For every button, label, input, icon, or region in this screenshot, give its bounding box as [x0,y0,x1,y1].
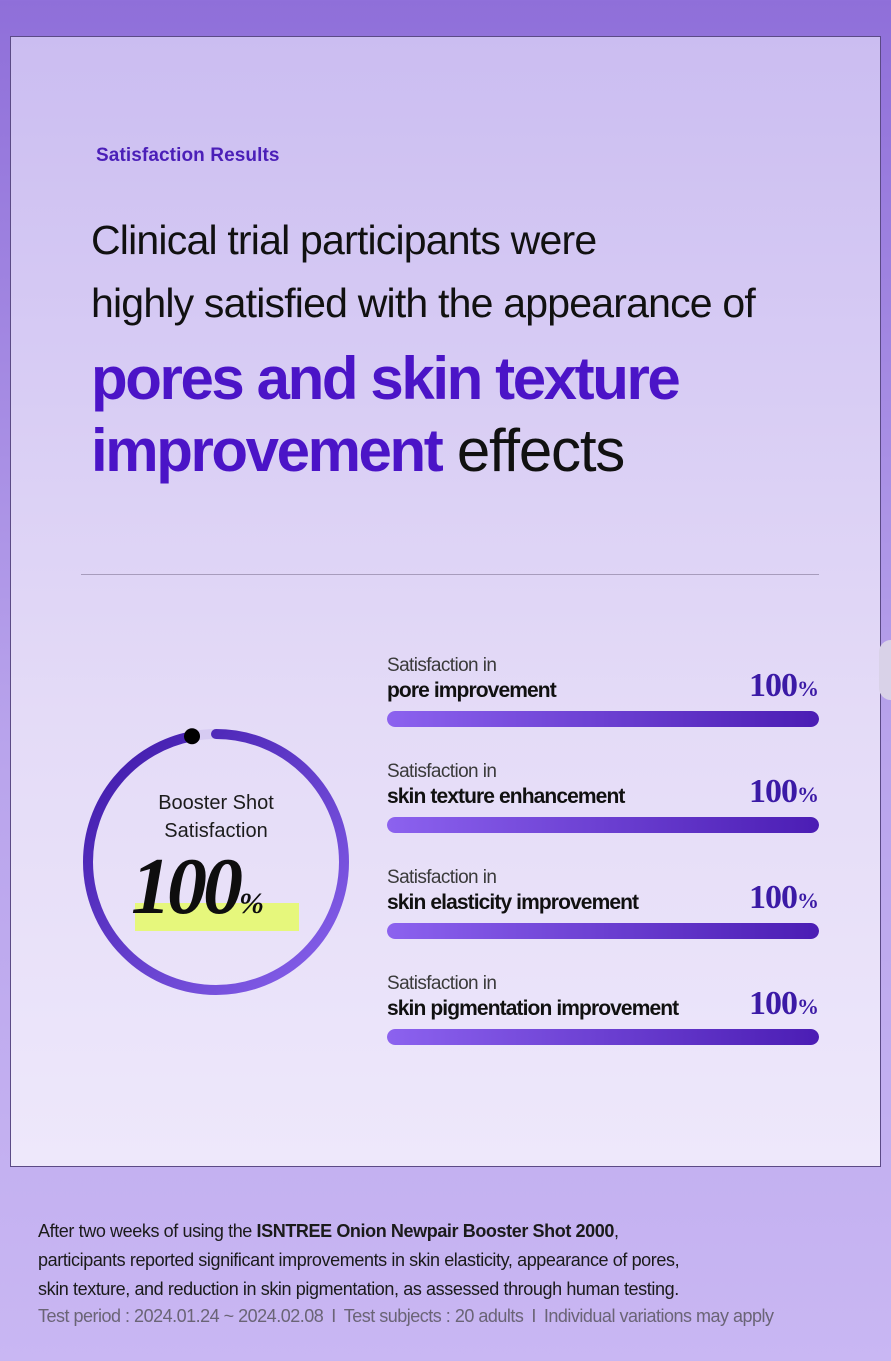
scroll-side-handle[interactable] [879,640,891,700]
stat-value-unit: % [797,888,819,913]
test-note: Individual variations may apply [543,1306,774,1326]
footer-line-2: participants reported significant improv… [38,1250,680,1270]
headline: Clinical trial participants were highly … [91,209,861,487]
stat-prefix: Satisfaction in [387,761,497,782]
section-eyebrow: Satisfaction Results [96,145,280,166]
donut-label: Booster Shot Satisfaction [81,789,351,845]
stat-value-number: 100 [749,667,798,704]
stat-value-number: 100 [749,985,798,1022]
stat-bar-track [387,711,819,727]
stat-label: skin texture enhancement [387,785,625,808]
test-period: Test period : 2024.01.24 ~ 2024.02.08 [38,1306,324,1326]
stat-label: skin pigmentation improvement [387,997,679,1020]
donut-label-line-2: Satisfaction [164,820,268,842]
donut-value-unit: % [239,887,264,920]
stat-prefix: Satisfaction in [387,867,497,888]
stat-row: Satisfaction in skin pigmentation improv… [387,973,819,1053]
stat-value-number: 100 [749,773,798,810]
test-subjects: Test subjects : 20 adults [343,1306,524,1326]
stat-bar-track [387,1029,819,1045]
donut-label-line-1: Booster Shot [158,792,274,814]
footer-comma: , [614,1221,619,1241]
stat-row: Satisfaction in skin texture enhancement… [387,761,819,841]
stat-bar-track [387,817,819,833]
headline-suffix: effects [441,417,625,484]
stat-bar-fill [387,711,819,727]
stat-value: 100% [749,667,819,705]
stat-value-unit: % [797,676,819,701]
stat-bar-fill [387,923,819,939]
footer-line-3: skin texture, and reduction in skin pigm… [38,1279,679,1299]
divider [81,574,819,575]
headline-line-1: Clinical trial participants were [91,217,597,263]
stat-value-number: 100 [749,879,798,916]
stat-value-unit: % [797,994,819,1019]
donut-end-dot [184,728,201,745]
donut-value-number: 100 [131,843,243,931]
content-card: Satisfaction Results Clinical trial part… [10,36,881,1167]
test-info-separator: I [531,1306,536,1326]
stat-bar-fill [387,817,819,833]
headline-line-2: highly satisfied with the appearance of [91,280,756,326]
stat-label: skin elasticity improvement [387,891,639,914]
headline-line-3: pores and skin texture [91,345,681,412]
donut-value: 100% [131,842,321,933]
stat-bar-track [387,923,819,939]
stat-value: 100% [749,879,819,917]
stat-value: 100% [749,773,819,811]
footer-product-name: ISNTREE Onion Newpair Booster Shot 2000 [256,1221,615,1241]
stat-label: pore improvement [387,679,557,702]
stat-bar-fill [387,1029,819,1045]
test-info: Test period : 2024.01.24 ~ 2024.02.08 I Te… [38,1306,868,1327]
stat-value-unit: % [797,782,819,807]
footer-intro: After two weeks of using the [38,1221,257,1241]
stat-value: 100% [749,985,819,1023]
footer-description: After two weeks of using the ISNTREE Oni… [38,1217,858,1304]
headline-line-4: improvement effects [91,415,861,487]
donut-value-highlight [135,903,299,931]
test-info-separator: I [331,1306,336,1326]
satisfaction-donut [83,728,349,995]
stat-prefix: Satisfaction in [387,655,497,676]
donut-progress-ring [83,729,349,995]
stat-row: Satisfaction in pore improvement 100% [387,655,819,735]
footer-line-1: After two weeks of using the ISNTREE Oni… [38,1217,858,1246]
stat-row: Satisfaction in skin elasticity improvem… [387,867,819,947]
headline-emphasis: improvement [91,417,444,484]
stat-prefix: Satisfaction in [387,973,497,994]
